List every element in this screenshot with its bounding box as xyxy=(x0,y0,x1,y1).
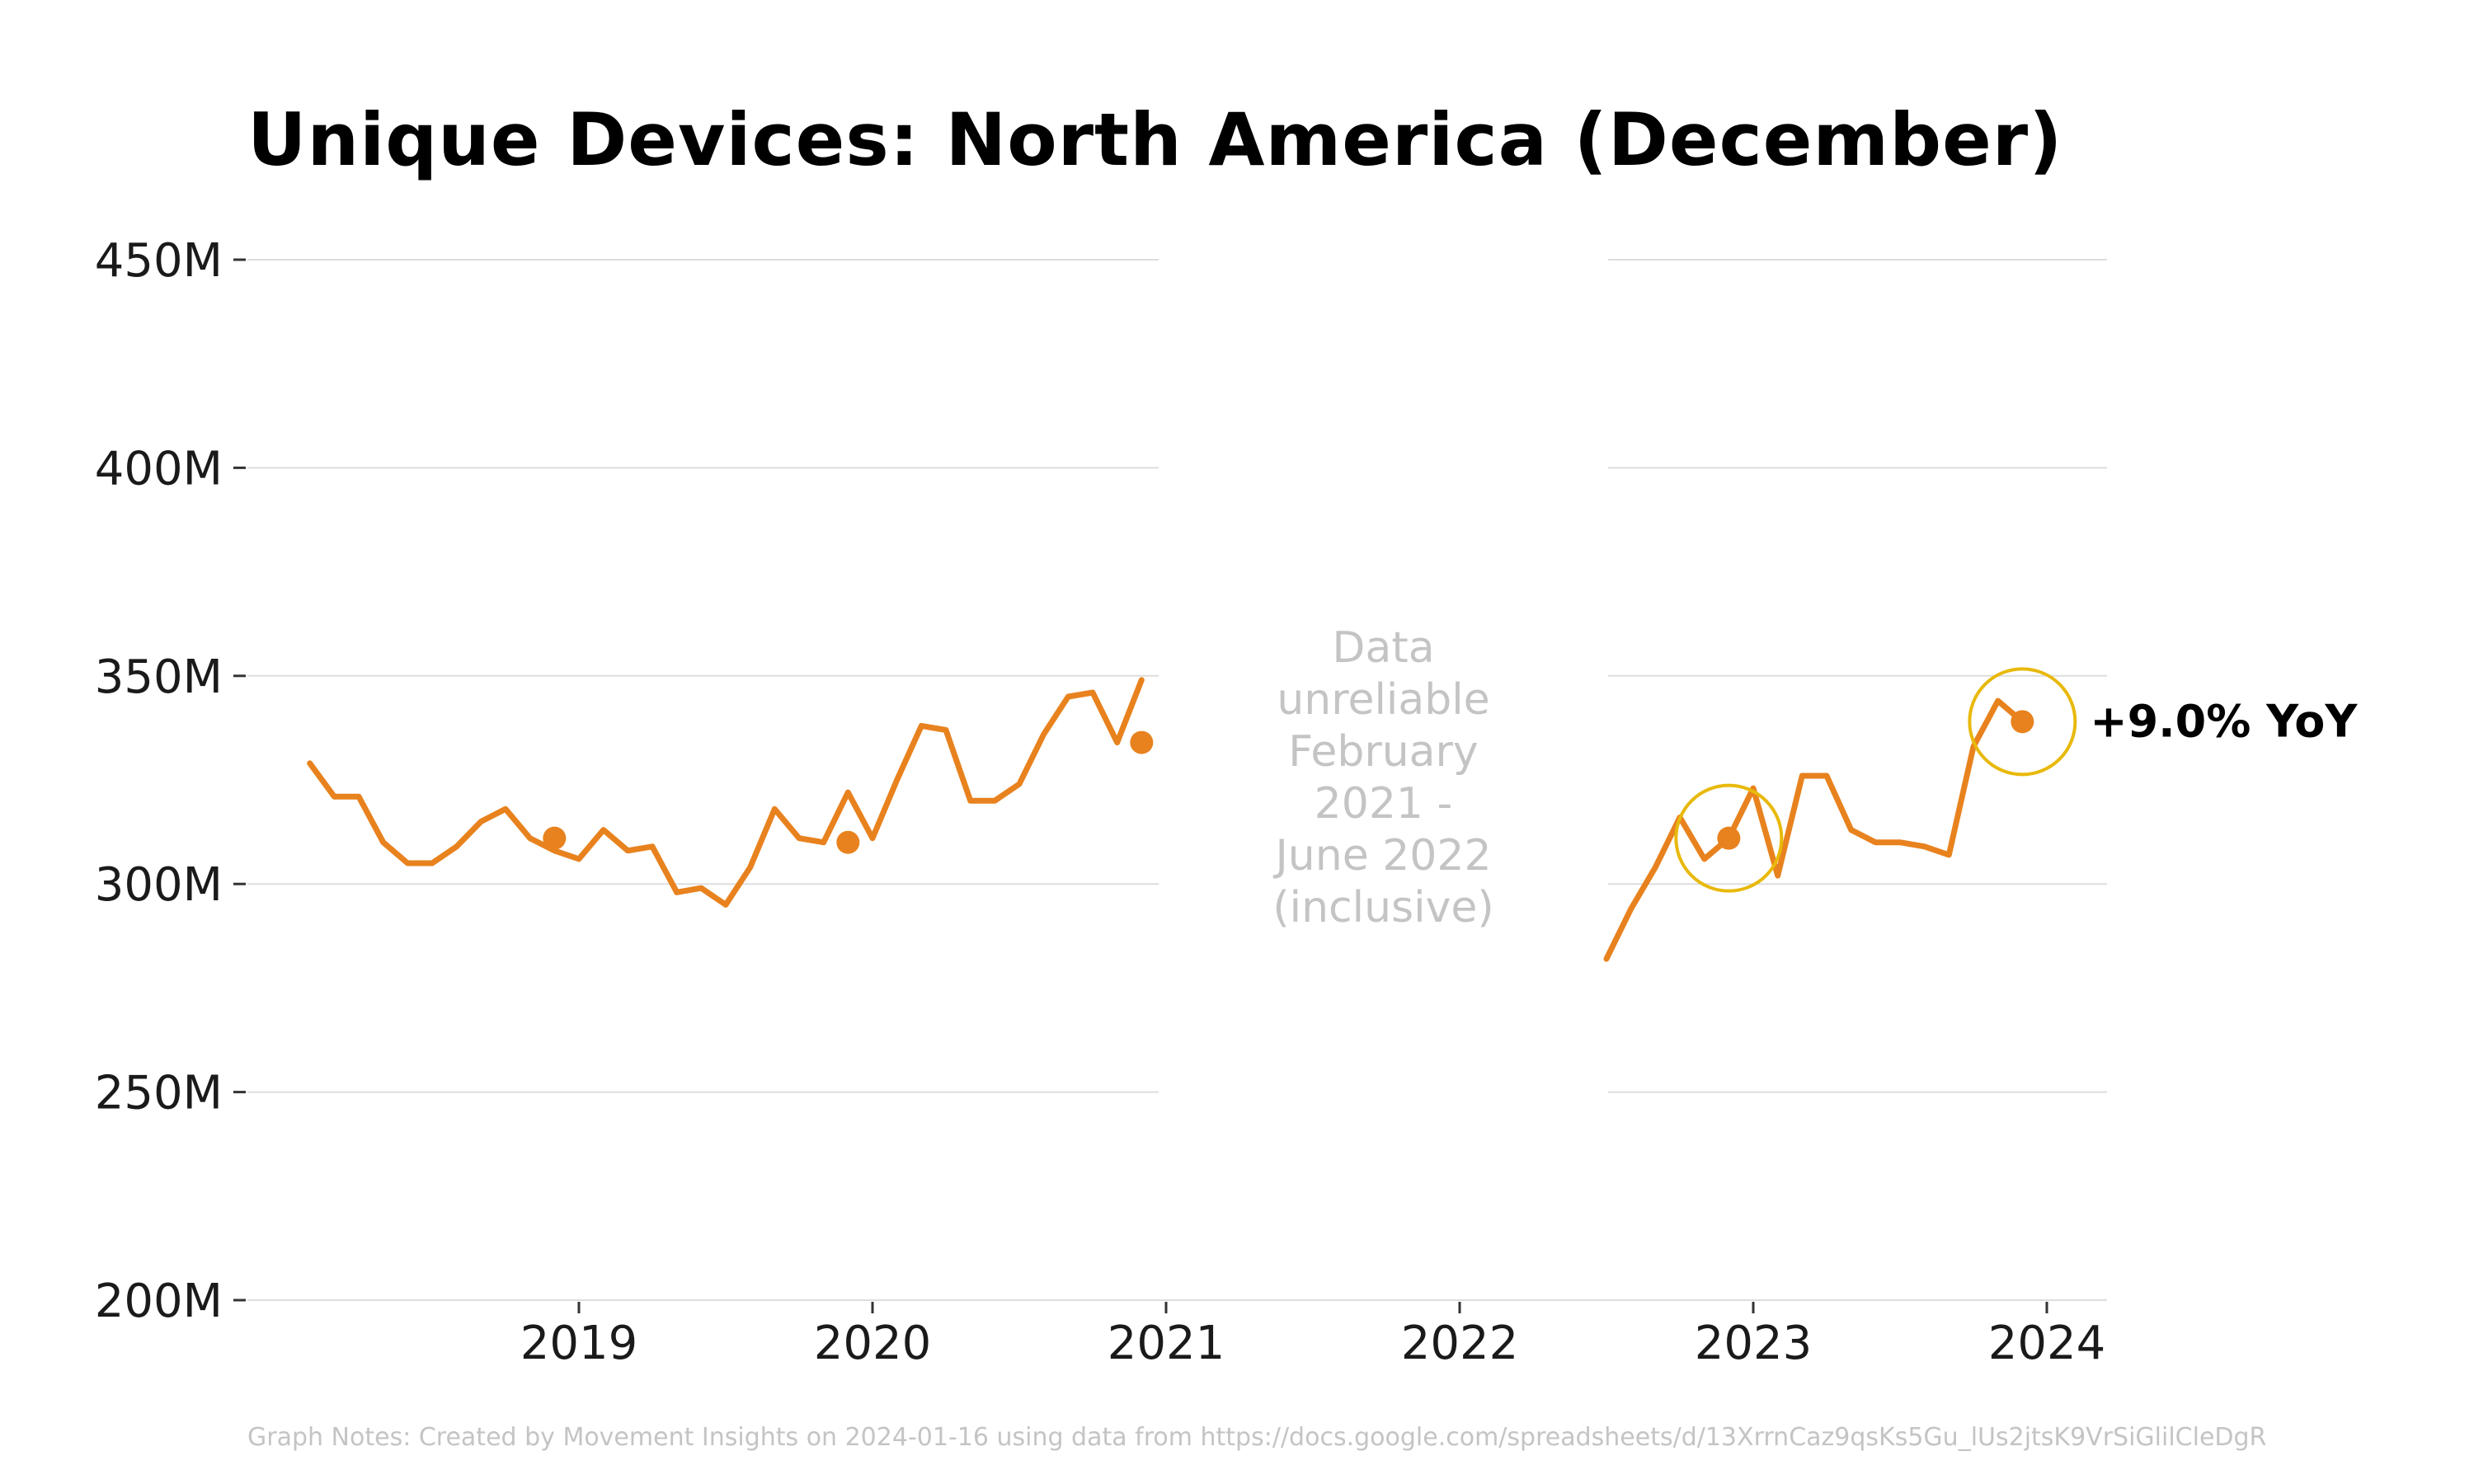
x-tick-label: 2021 xyxy=(1108,1317,1225,1370)
x-tick-label: 2022 xyxy=(1401,1317,1519,1370)
x-tick-label: 2024 xyxy=(1988,1317,2106,1370)
gap-note-line: 2021 - xyxy=(1315,779,1453,829)
y-tick-label: 400M xyxy=(95,442,223,495)
gap-note-line: February xyxy=(1288,727,1478,777)
gap-note-line: unreliable xyxy=(1277,675,1489,725)
y-tick-label: 250M xyxy=(95,1067,223,1120)
y-tick-label: 200M xyxy=(95,1275,223,1328)
december-point xyxy=(836,830,860,854)
december-point xyxy=(2011,710,2034,734)
y-tick-label: 300M xyxy=(95,858,223,912)
series-line-segment xyxy=(307,677,1145,908)
x-tick-label: 2019 xyxy=(520,1317,638,1370)
x-tick-label: 2023 xyxy=(1695,1317,1813,1370)
graph-notes: Graph Notes: Created by Movement Insight… xyxy=(247,1423,2267,1452)
axes: 200M 250M 300M 350M 400M 450M 2019 2020 2021 2022… xyxy=(95,234,2105,1370)
yoy-annotation: +9.0% YoY xyxy=(2090,695,2358,747)
gridlines xyxy=(247,259,2107,1301)
annotations: +9.0% YoY xyxy=(2090,695,2358,747)
december-point xyxy=(543,826,567,850)
highlight-ring xyxy=(1968,667,2077,777)
december-point xyxy=(1717,826,1741,850)
highlight-ring xyxy=(1674,783,1784,893)
gap-note-line: Data xyxy=(1332,623,1434,673)
chart-title: Unique Devices: North America (December) xyxy=(247,97,2063,182)
gap-note-line: (inclusive) xyxy=(1272,883,1493,932)
december-point xyxy=(1130,730,1154,754)
series-line xyxy=(307,677,2025,962)
gap-note-line: June 2022 xyxy=(1272,831,1491,881)
y-tick-label: 350M xyxy=(95,650,223,704)
december-markers xyxy=(543,667,2077,893)
y-tick-label: 450M xyxy=(95,234,223,288)
series-line-segment xyxy=(1603,697,2025,962)
x-tick-label: 2020 xyxy=(814,1317,932,1370)
